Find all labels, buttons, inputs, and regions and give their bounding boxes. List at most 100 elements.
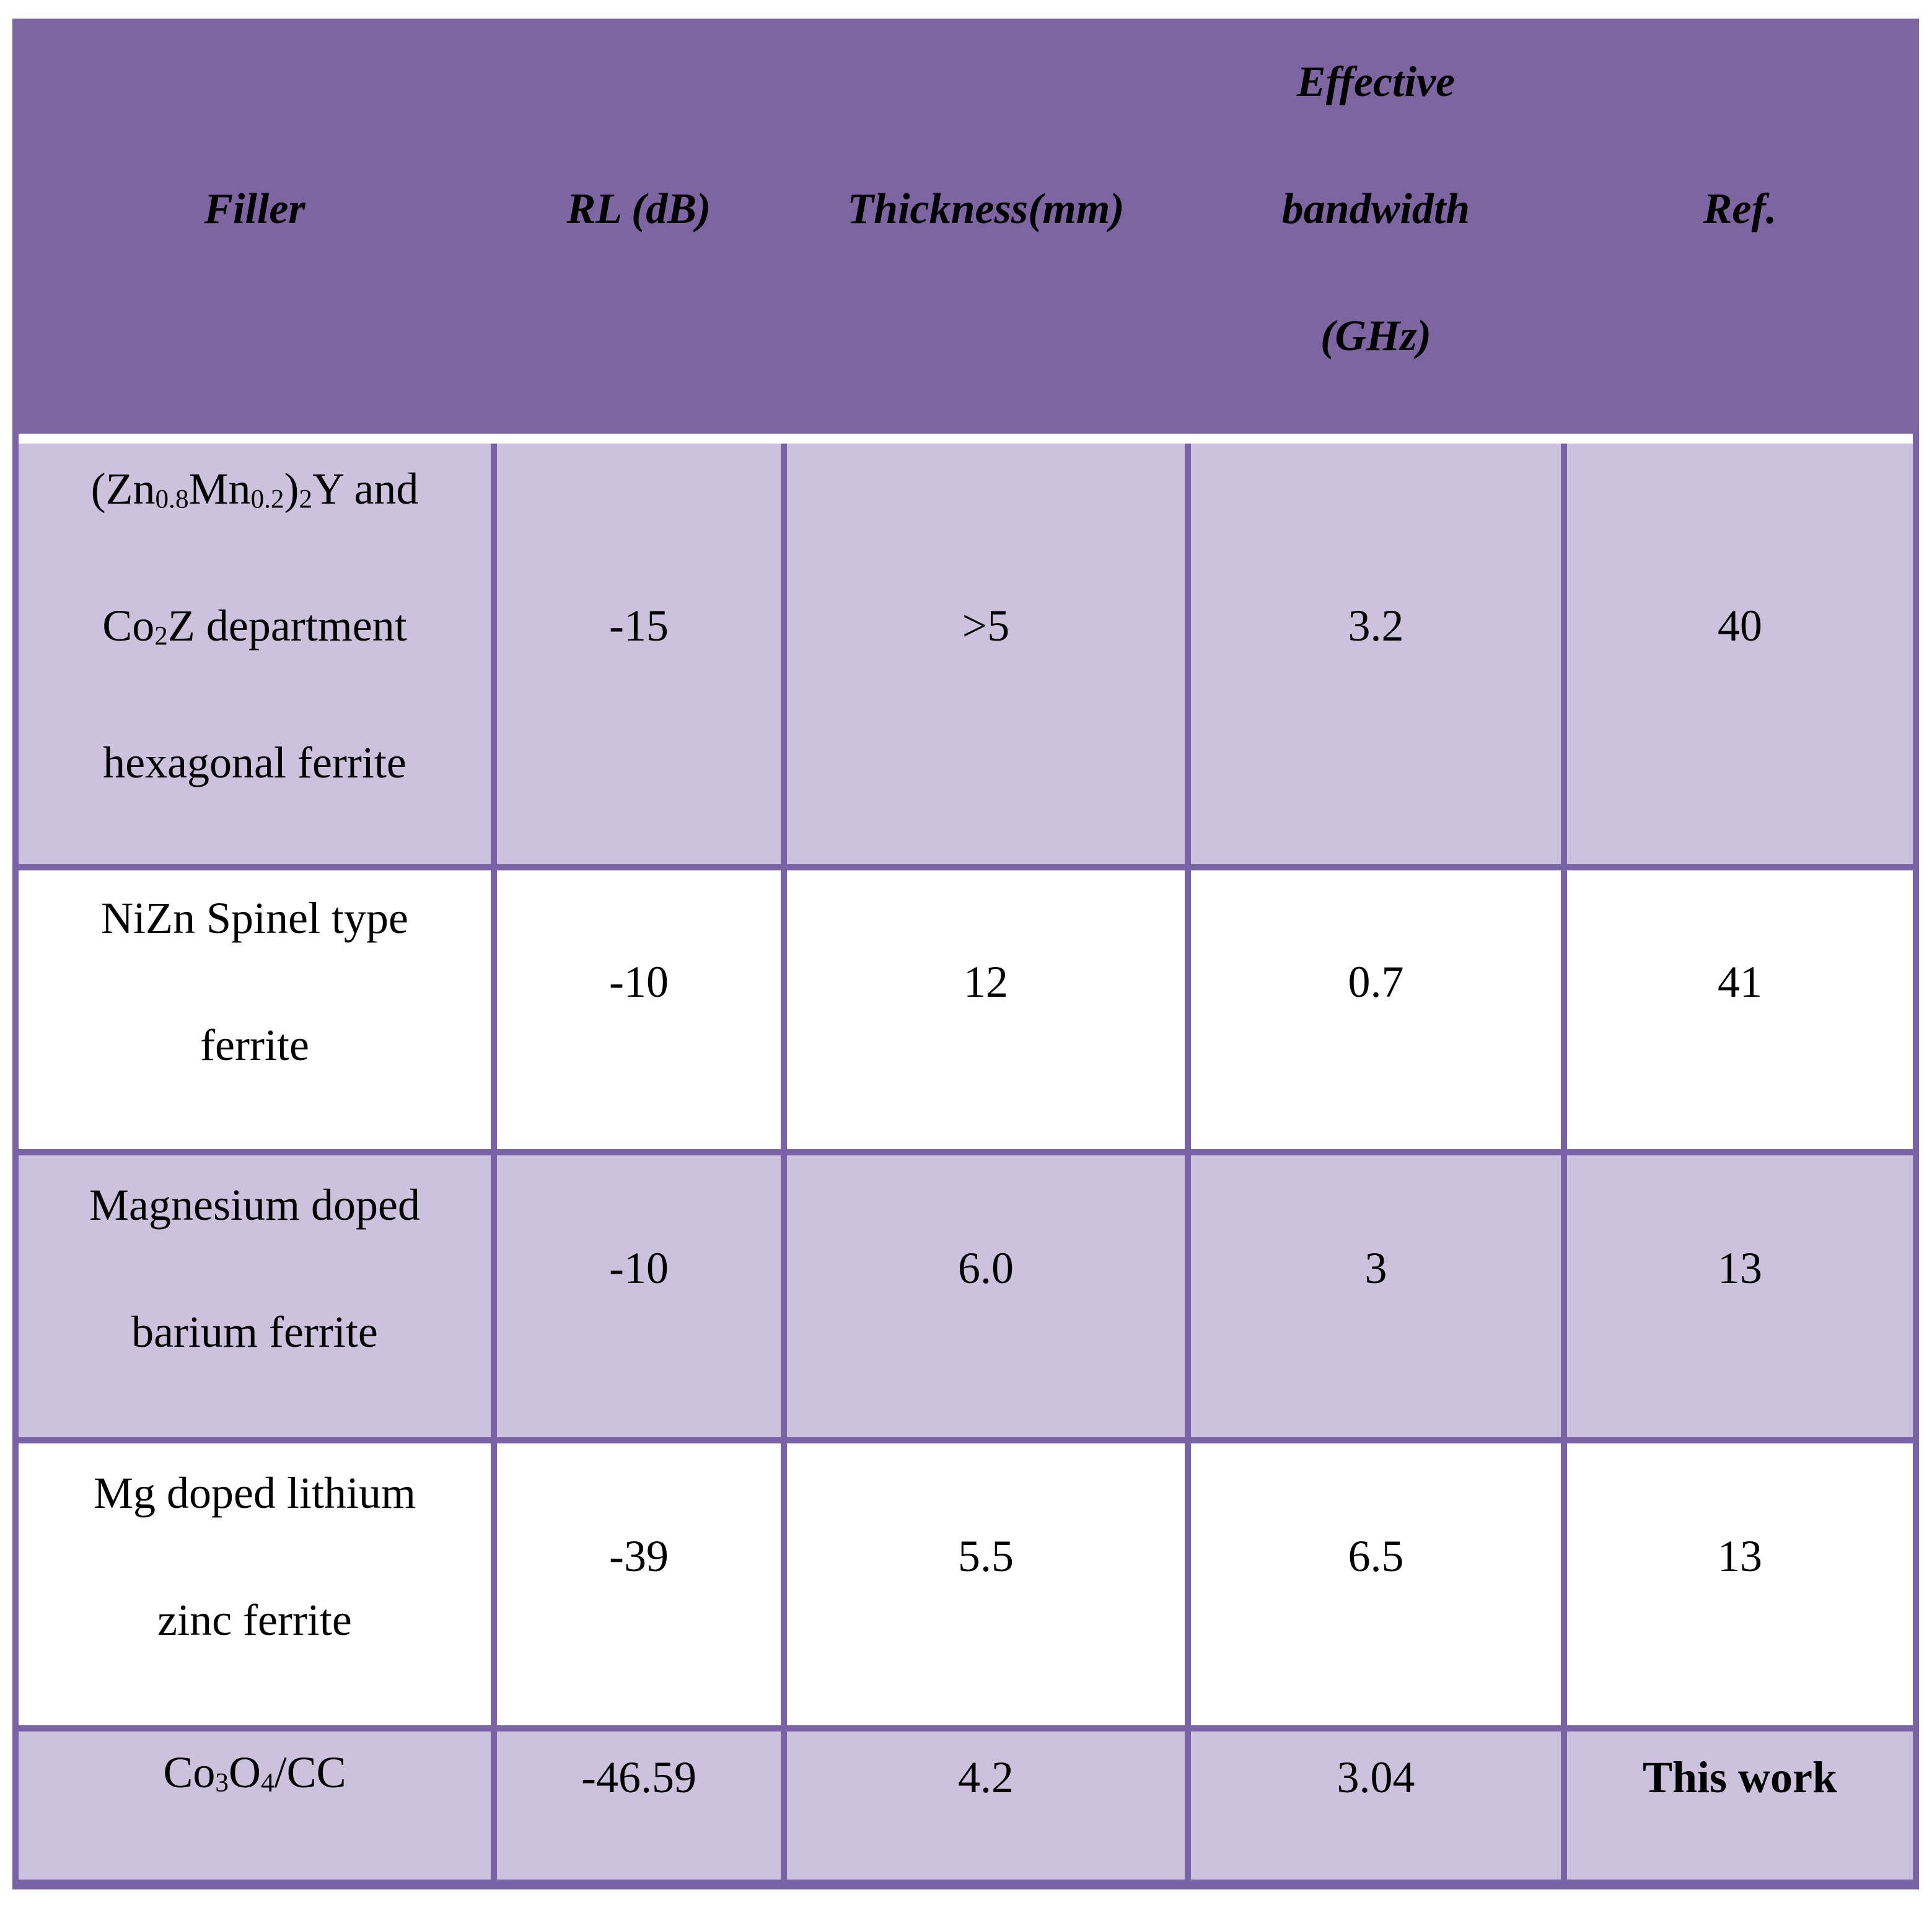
text-segment: This work xyxy=(1642,1753,1838,1802)
text-line: Ref. xyxy=(1703,146,1777,273)
text-segment: zinc ferrite xyxy=(157,1595,352,1645)
row-1-cell-thickness-mm: >5 xyxy=(787,444,1185,864)
text-line: Magnesium doped xyxy=(89,1142,420,1269)
row-4-cell-thickness-mm: 5.5 xyxy=(787,1443,1185,1725)
header-separator xyxy=(12,434,1919,444)
text-line: (Zn0.8Mn0.2)2Y and xyxy=(91,426,419,563)
row-1-cell-bandwidth-ghz: 3.2 xyxy=(1191,444,1561,864)
row-4-cell-bandwidth-ghz: 6.5 xyxy=(1191,1443,1561,1725)
header-cell-rl_db: RL (dB) xyxy=(497,19,781,449)
text-line: barium ferrite xyxy=(89,1269,420,1396)
row-1-cell-rl-db: -15 xyxy=(497,444,781,864)
text-line: -46.59 xyxy=(581,1714,696,1841)
text-segment: NiZn Spinel type xyxy=(101,893,408,943)
text-segment: 3 xyxy=(1364,1243,1387,1293)
row-3-cell-bandwidth-ghz: 3 xyxy=(1191,1155,1561,1437)
text-segment: 6.0 xyxy=(958,1243,1014,1293)
text-line: ferrite xyxy=(101,982,408,1109)
text-segment: -10 xyxy=(609,956,669,1007)
row-3-cell-thickness-mm: 6.0 xyxy=(787,1155,1185,1437)
header-cell-label: Thickness(mm) xyxy=(847,146,1124,273)
table-cell-value: 13 xyxy=(1718,1493,1762,1620)
table-cell-value: Co3O4/CC xyxy=(163,1709,346,1846)
text-line: (GHz) xyxy=(1282,273,1470,400)
text-line: 6.0 xyxy=(958,1205,1014,1332)
subscript-text: 3 xyxy=(215,1768,229,1798)
text-line: 41 xyxy=(1718,919,1762,1046)
subscript-text: 4 xyxy=(260,1768,274,1798)
text-segment: Magnesium doped xyxy=(89,1180,420,1230)
subscript-text: 2 xyxy=(154,621,168,651)
text-line: RL (dB) xyxy=(567,146,711,273)
text-segment: >5 xyxy=(962,601,1010,650)
text-segment: -46.59 xyxy=(581,1753,696,1802)
table-body: (Zn0.8Mn0.2)2Y and Co2Z department hexagon… xyxy=(12,444,1919,1889)
table-cell-value: -10 xyxy=(609,1205,669,1332)
text-segment: 13 xyxy=(1718,1243,1762,1293)
header-cell-ref: Ref. xyxy=(1567,19,1913,449)
text-line: This work xyxy=(1643,1714,1837,1841)
text-segment: -15 xyxy=(609,601,669,650)
text-line: 3.2 xyxy=(1348,563,1404,689)
text-segment: 40 xyxy=(1718,601,1762,650)
text-line: 0.7 xyxy=(1348,919,1404,1046)
text-segment: 6.5 xyxy=(1348,1531,1404,1581)
text-line: 4.2 xyxy=(958,1714,1014,1841)
table-cell-value: 3 xyxy=(1365,1205,1387,1332)
text-segment: 0.7 xyxy=(1348,956,1404,1007)
text-line: -15 xyxy=(609,563,669,689)
text-segment: Z department xyxy=(167,601,407,650)
header-cell-label: Filler xyxy=(204,146,305,273)
text-line: 3.04 xyxy=(1337,1714,1415,1841)
text-line: Thickness(mm) xyxy=(847,146,1124,273)
row-5-cell-bandwidth-ghz: 3.04 xyxy=(1191,1731,1561,1880)
text-line: 12 xyxy=(964,919,1008,1046)
text-segment: ferrite xyxy=(200,1020,309,1070)
table-cell-value: -15 xyxy=(609,563,669,689)
text-line: >5 xyxy=(962,563,1010,689)
row-3-cell-ref: 13 xyxy=(1567,1155,1913,1437)
row-2-cell-bandwidth-ghz: 0.7 xyxy=(1191,870,1561,1149)
row-1-cell-ref: 40 xyxy=(1567,444,1913,864)
text-segment: -10 xyxy=(609,1243,669,1293)
header-cell-label: Effective bandwidth (GHz) xyxy=(1282,19,1470,400)
text-line: 6.5 xyxy=(1348,1493,1404,1620)
text-segment: 5.5 xyxy=(958,1531,1014,1581)
text-line: -10 xyxy=(609,919,669,1046)
table-cell-value: NiZn Spinel type ferrite xyxy=(101,855,408,1109)
text-segment: RL (dB) xyxy=(566,185,711,233)
text-line: -39 xyxy=(609,1493,669,1620)
text-line: Mg doped lithium xyxy=(94,1430,416,1557)
header-cell-label: Ref. xyxy=(1703,146,1777,273)
text-segment: 3.2 xyxy=(1348,601,1404,650)
text-line: NiZn Spinel type xyxy=(101,855,408,982)
table-cell-value: -46.59 xyxy=(581,1714,696,1841)
subscript-text: 0.2 xyxy=(250,484,284,514)
table-cell-value: 41 xyxy=(1718,919,1762,1046)
text-line: Filler xyxy=(204,146,305,273)
header-cell-filler: Filler xyxy=(19,19,491,449)
text-segment: (Zn xyxy=(90,463,156,514)
text-line: 13 xyxy=(1718,1493,1762,1620)
text-line: zinc ferrite xyxy=(94,1557,416,1684)
table-cell-value: 5.5 xyxy=(958,1493,1014,1620)
text-segment: -39 xyxy=(609,1531,669,1581)
text-line: Effective xyxy=(1282,19,1470,146)
text-segment: 13 xyxy=(1718,1531,1762,1581)
text-segment: (GHz) xyxy=(1320,312,1431,360)
text-line: hexagonal ferrite xyxy=(91,699,419,826)
text-segment: Mn xyxy=(188,463,251,514)
row-5-cell-rl-db: -46.59 xyxy=(497,1731,781,1880)
header-cell-bandwidth: Effective bandwidth (GHz) xyxy=(1191,19,1561,449)
text-segment: Effective xyxy=(1296,58,1456,106)
table-cell-value: (Zn0.8Mn0.2)2Y and Co2Z department hexagon… xyxy=(91,426,419,827)
row-2-cell-filler: NiZn Spinel type ferrite xyxy=(19,870,491,1149)
table-cell-value: >5 xyxy=(962,563,1010,689)
row-5-cell-thickness-mm: 4.2 xyxy=(787,1731,1185,1880)
text-segment: Ref. xyxy=(1703,185,1777,233)
header-cell-label: RL (dB) xyxy=(567,146,711,273)
text-segment: Mg doped lithium xyxy=(94,1468,416,1518)
text-segment: Filler xyxy=(204,185,305,233)
table-cell-value: 6.0 xyxy=(958,1205,1014,1332)
